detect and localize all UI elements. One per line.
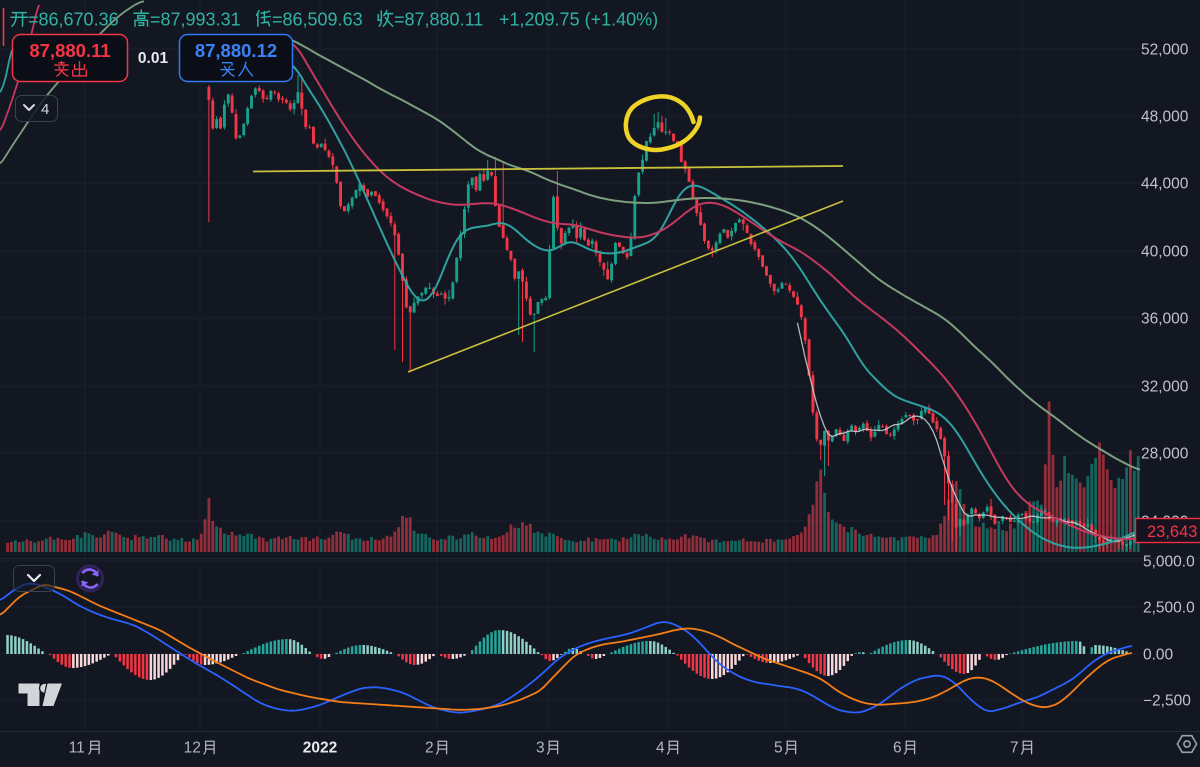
svg-text:+1,209.75 (+1.40%): +1,209.75 (+1.40%) (499, 10, 658, 30)
svg-text:0.00: 0.00 (1143, 647, 1174, 664)
svg-text:28,000: 28,000 (1141, 446, 1189, 463)
svg-text:2,500.0: 2,500.0 (1143, 600, 1195, 617)
svg-text:3: 3 (536, 740, 545, 757)
svg-text:87,880.11: 87,880.11 (29, 40, 110, 61)
svg-text:=87,993.31: =87,993.31 (150, 10, 241, 30)
svg-text:−2,500: −2,500 (1143, 693, 1191, 710)
svg-text:87,880.12: 87,880.12 (195, 40, 277, 61)
svg-text:0.01: 0.01 (138, 50, 169, 67)
svg-text:36,000: 36,000 (1141, 311, 1189, 328)
svg-text:11: 11 (69, 740, 85, 757)
svg-text:4: 4 (41, 101, 49, 118)
svg-text:40,000: 40,000 (1141, 244, 1189, 261)
svg-text:4: 4 (656, 740, 665, 757)
svg-text:32,000: 32,000 (1141, 379, 1189, 396)
svg-text:=86,670.36: =86,670.36 (28, 10, 119, 30)
svg-text:7: 7 (1010, 740, 1019, 757)
svg-text:12: 12 (184, 740, 201, 757)
svg-text:6: 6 (893, 740, 902, 757)
svg-text:52,000: 52,000 (1141, 42, 1189, 59)
svg-text:23,643: 23,643 (1147, 523, 1197, 541)
svg-text:2022: 2022 (303, 740, 337, 757)
svg-text:2: 2 (425, 740, 434, 757)
svg-text:5: 5 (774, 740, 783, 757)
svg-text:=86,509.63: =86,509.63 (272, 10, 363, 30)
svg-text:=87,880.11: =87,880.11 (394, 10, 483, 30)
svg-text:48,000: 48,000 (1141, 109, 1189, 126)
svg-text:5,000.0: 5,000.0 (1143, 554, 1195, 571)
svg-text:44,000: 44,000 (1141, 176, 1189, 193)
